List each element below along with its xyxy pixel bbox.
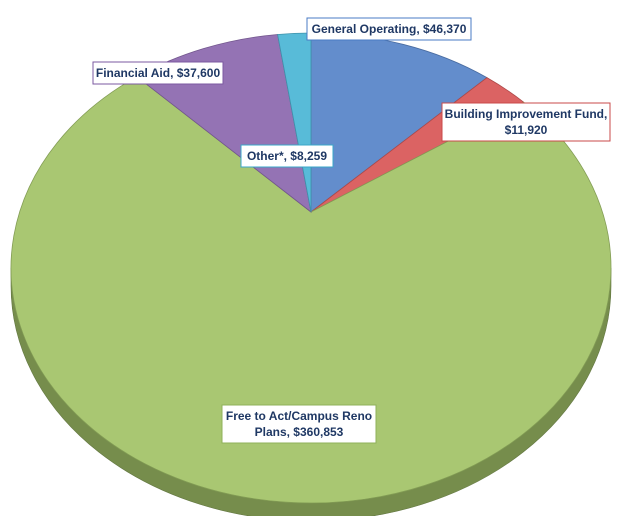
data-label-text: Financial Aid, $37,600 bbox=[96, 66, 221, 80]
data-label-box bbox=[240, 144, 334, 168]
data-label-text: Other*, $8,259 bbox=[247, 149, 327, 163]
data-label-box bbox=[306, 17, 472, 41]
data-label-text: General Operating, $46,370 bbox=[312, 22, 467, 36]
data-label-free-to-act-campus-reno-plans-360-853: Free to Act/Campus Reno Plans, $360,853 bbox=[221, 404, 377, 444]
data-label-box bbox=[441, 102, 611, 142]
data-label-text: Building Improvement Fund, $11,920 bbox=[445, 107, 608, 137]
data-label-other-8-259: Other*, $8,259 bbox=[240, 144, 334, 168]
data-label-box bbox=[92, 61, 224, 85]
pie-slice-free-to-act-campus-reno-plans-360-853 bbox=[10, 76, 612, 504]
data-label-building-improvement-fund-11-920: Building Improvement Fund, $11,920 bbox=[441, 102, 611, 142]
data-label-text: Free to Act/Campus Reno Plans, $360,853 bbox=[226, 409, 372, 439]
data-label-financial-aid-37-600: Financial Aid, $37,600 bbox=[92, 61, 224, 85]
data-label-box bbox=[221, 404, 377, 444]
data-label-general-operating-46-370: General Operating, $46,370 bbox=[306, 17, 472, 41]
pie-labels: General Operating, $46,370 Building Impro… bbox=[92, 17, 611, 444]
